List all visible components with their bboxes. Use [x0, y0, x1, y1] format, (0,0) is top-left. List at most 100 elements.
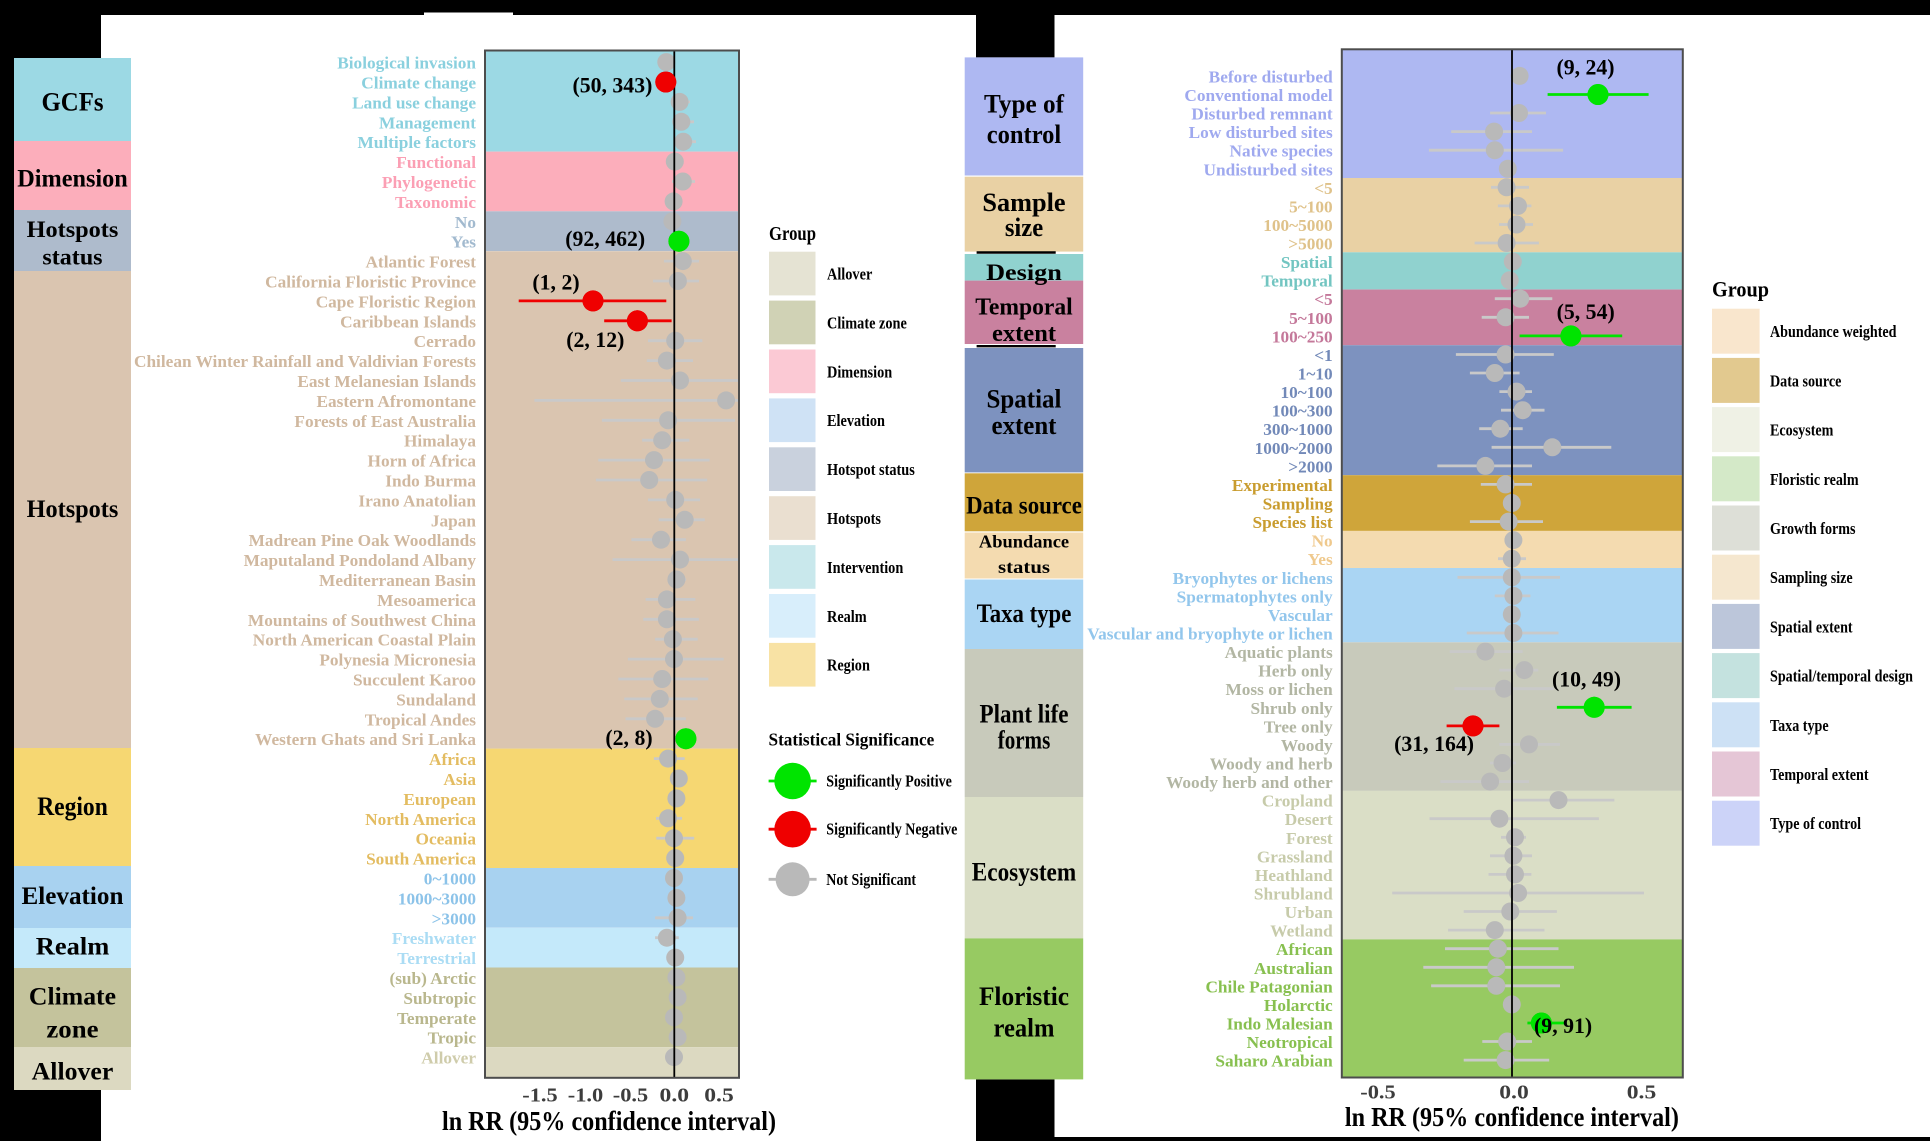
svg-text:Cape Floristic Region: Cape Floristic Region	[316, 292, 477, 311]
svg-text:Aquatic plants: Aquatic plants	[1225, 643, 1333, 662]
svg-text:No: No	[1312, 532, 1333, 551]
svg-text:Mountains of Southwest China: Mountains of Southwest China	[248, 611, 476, 630]
svg-text:Management: Management	[379, 113, 476, 132]
svg-text:100~5000: 100~5000	[1263, 216, 1332, 235]
svg-text:Allover: Allover	[32, 1059, 114, 1086]
svg-text:1000~2000: 1000~2000	[1255, 439, 1333, 458]
svg-text:Maputaland Pondoland Albany: Maputaland Pondoland Albany	[244, 551, 477, 570]
svg-text:Disturbed remnant: Disturbed remnant	[1191, 105, 1333, 124]
svg-text:<5: <5	[1314, 290, 1333, 309]
svg-text:Temporal: Temporal	[975, 294, 1073, 320]
svg-text:Conventional model: Conventional model	[1184, 86, 1333, 105]
svg-text:size: size	[1005, 213, 1043, 242]
svg-text:300~1000: 300~1000	[1263, 420, 1332, 439]
svg-text:Holarctic: Holarctic	[1264, 996, 1333, 1015]
svg-text:Urban: Urban	[1285, 903, 1333, 922]
svg-text:Sundaland: Sundaland	[396, 690, 476, 709]
svg-text:>2000: >2000	[1288, 457, 1332, 476]
svg-text:ln RR (95% confidence interval: ln RR (95% confidence interval)	[1345, 1102, 1679, 1132]
svg-text:Forest: Forest	[1286, 829, 1333, 848]
svg-text:Region: Region	[827, 656, 870, 675]
svg-text:<5: <5	[1314, 179, 1333, 198]
svg-text:>3000: >3000	[432, 909, 476, 928]
svg-text:North America: North America	[365, 810, 476, 829]
svg-text:-0.5: -0.5	[613, 1085, 649, 1107]
svg-text:Australian: Australian	[1254, 959, 1333, 978]
svg-text:Grassland: Grassland	[1257, 847, 1333, 866]
svg-text:extent: extent	[992, 411, 1057, 440]
svg-text:Horn of Africa: Horn of Africa	[368, 452, 477, 471]
svg-text:Phylogenetic: Phylogenetic	[382, 173, 476, 192]
svg-text:Hotspots: Hotspots	[827, 509, 881, 528]
svg-text:(sub) Arctic: (sub) Arctic	[389, 969, 476, 988]
svg-text:Taxonomic: Taxonomic	[395, 193, 476, 212]
svg-text:South America: South America	[366, 850, 476, 869]
svg-text:No: No	[455, 213, 476, 232]
svg-text:European: European	[403, 790, 476, 809]
svg-text:Moss or lichen: Moss or lichen	[1225, 680, 1333, 699]
svg-text:Sampling: Sampling	[1263, 495, 1333, 514]
svg-text:Woody herb and other: Woody herb and other	[1166, 773, 1333, 792]
svg-text:Succulent Karoo: Succulent Karoo	[353, 671, 476, 690]
svg-text:Functional: Functional	[396, 153, 476, 172]
svg-text:status: status	[998, 557, 1050, 577]
svg-text:(10, 49): (10, 49)	[1552, 668, 1621, 692]
svg-text:Data source: Data source	[1770, 371, 1842, 390]
svg-text:Subtropic: Subtropic	[403, 989, 476, 1008]
svg-text:extent: extent	[992, 321, 1056, 347]
svg-text:California Floristic Province: California Floristic Province	[265, 273, 476, 292]
svg-text:Tropic: Tropic	[428, 1029, 477, 1048]
svg-text:Dimension: Dimension	[827, 362, 893, 381]
svg-text:Madrean Pine Oak Woodlands: Madrean Pine Oak Woodlands	[249, 531, 477, 550]
svg-text:Floristic realm: Floristic realm	[1770, 470, 1859, 489]
svg-text:Forests of East Australia: Forests of East Australia	[294, 412, 476, 431]
svg-text:Freshwater: Freshwater	[392, 929, 476, 948]
svg-text:Taxa type: Taxa type	[1770, 716, 1829, 735]
svg-text:Allover: Allover	[421, 1049, 476, 1068]
svg-text:1000~3000: 1000~3000	[398, 889, 476, 908]
svg-text:(2, 12): (2, 12)	[566, 328, 624, 352]
svg-text:Sample: Sample	[982, 188, 1065, 217]
svg-text:Desert: Desert	[1285, 810, 1333, 829]
svg-text:Group: Group	[1712, 277, 1769, 302]
svg-text:Low disturbed sites: Low disturbed sites	[1189, 123, 1333, 142]
svg-text:Tree only: Tree only	[1264, 717, 1333, 736]
svg-text:Experimental: Experimental	[1232, 476, 1333, 495]
svg-text:Asia: Asia	[443, 770, 476, 789]
svg-text:Japan: Japan	[431, 511, 477, 530]
svg-text:0.0: 0.0	[1499, 1082, 1529, 1104]
svg-text:Intervention: Intervention	[827, 558, 904, 577]
svg-text:5~100: 5~100	[1289, 197, 1333, 216]
svg-text:Spatial: Spatial	[1281, 253, 1333, 272]
svg-text:0.5: 0.5	[1627, 1082, 1657, 1104]
svg-text:Polynesia Micronesia: Polynesia Micronesia	[319, 651, 476, 670]
svg-text:Hotspots: Hotspots	[27, 217, 119, 243]
svg-text:0~1000: 0~1000	[424, 870, 476, 889]
svg-text:Indo Burma: Indo Burma	[385, 472, 476, 491]
svg-text:Hotspots: Hotspots	[27, 496, 119, 523]
svg-text:Data source: Data source	[966, 491, 1082, 520]
svg-text:Before disturbed: Before disturbed	[1209, 67, 1333, 86]
svg-text:Chile Patagonian: Chile Patagonian	[1205, 977, 1333, 996]
svg-text:Neotropical: Neotropical	[1247, 1033, 1333, 1052]
svg-text:Design: Design	[986, 260, 1062, 286]
svg-text:(92, 462): (92, 462)	[565, 227, 645, 251]
svg-text:(1, 2): (1, 2)	[532, 270, 579, 294]
svg-text:Indo Malesian: Indo Malesian	[1227, 1015, 1333, 1034]
svg-text:Irano Anatolian: Irano Anatolian	[358, 491, 476, 510]
svg-text:(2, 8): (2, 8)	[605, 726, 652, 750]
svg-text:Temporal: Temporal	[1261, 272, 1333, 291]
svg-text:Biological invasion: Biological invasion	[337, 54, 476, 73]
svg-text:Realm: Realm	[36, 934, 110, 961]
svg-text:0.0: 0.0	[660, 1085, 690, 1107]
svg-text:Native species: Native species	[1230, 142, 1333, 161]
svg-text:Cerrado: Cerrado	[414, 332, 476, 351]
svg-text:Statistical Significance: Statistical Significance	[769, 730, 935, 750]
svg-text:(50, 343): (50, 343)	[572, 74, 652, 98]
svg-text:Type of: Type of	[984, 90, 1064, 119]
svg-text:Shrub only: Shrub only	[1251, 699, 1333, 718]
svg-text:Bryophytes or lichens: Bryophytes or lichens	[1173, 569, 1333, 588]
svg-text:Mesoamerica: Mesoamerica	[377, 591, 476, 610]
svg-text:>5000: >5000	[1288, 235, 1332, 254]
svg-text:Elevation: Elevation	[22, 883, 124, 910]
